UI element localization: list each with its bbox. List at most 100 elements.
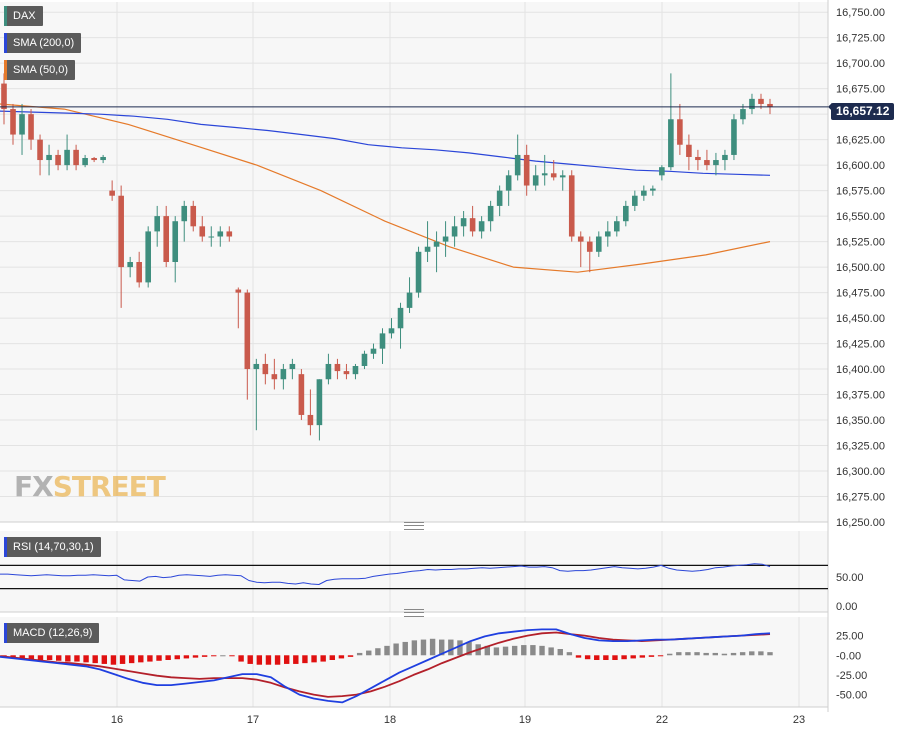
candle — [641, 185, 647, 201]
macd-histogram-bar — [402, 641, 408, 656]
candle — [370, 343, 377, 359]
candle-body — [64, 149, 70, 166]
candle — [271, 358, 278, 390]
macd-histogram-bar — [156, 655, 162, 661]
macd-histogram-bar — [457, 640, 463, 656]
macd-tick-label: -25.00 — [836, 670, 867, 682]
macd-histogram-bar — [147, 655, 153, 662]
price-tick-label: 16,525.00 — [836, 237, 885, 249]
date-tick-label: 19 — [519, 714, 531, 726]
candle-body — [451, 226, 458, 237]
candle-body — [190, 205, 197, 227]
candle — [704, 149, 710, 171]
candle — [352, 363, 359, 380]
candle-body — [10, 109, 16, 135]
macd-histogram-bar — [648, 655, 655, 657]
candle — [406, 277, 413, 313]
legend-sma-200[interactable]: SMA (200,0) — [4, 33, 82, 53]
candle-body — [154, 216, 160, 232]
candle-body — [550, 173, 557, 178]
macd-histogram-bar — [338, 655, 345, 659]
sma-50-path — [0, 103, 771, 273]
candle-body — [82, 158, 88, 166]
candle — [289, 358, 296, 380]
legend-rsi-label: RSI (14,70,30,1) — [13, 541, 94, 553]
price-tick-label: 16,750.00 — [836, 7, 885, 19]
macd-tick-label: -50.00 — [836, 690, 867, 702]
macd-histogram-bar — [448, 639, 454, 656]
macd-histogram-bar — [302, 655, 308, 664]
legend-sma-50[interactable]: SMA (50,0) — [4, 60, 76, 80]
candle — [208, 226, 215, 247]
candle — [244, 289, 251, 400]
sma-200-path — [0, 110, 771, 176]
macd-histogram-bar — [119, 655, 126, 664]
candle — [514, 134, 521, 181]
candle — [64, 134, 70, 171]
candle — [424, 221, 431, 262]
rsi-resize-handle[interactable] — [404, 522, 424, 530]
candle-body — [253, 363, 260, 370]
macd-histogram-bar — [174, 655, 180, 660]
candle-body — [595, 236, 602, 252]
candle — [487, 200, 494, 232]
macd-histogram-bar — [28, 655, 35, 660]
macd-histogram-bar — [393, 643, 399, 656]
macd-histogram-bar — [594, 655, 600, 660]
macd-resize-handle[interactable] — [404, 609, 424, 617]
macd-histogram-bar — [521, 645, 527, 656]
date-tick-label: 23 — [793, 714, 805, 726]
macd-histogram-bar — [694, 652, 700, 656]
legend-rsi[interactable]: RSI (14,70,30,1) — [4, 537, 101, 557]
macd-histogram-bar — [293, 655, 299, 664]
candle-body — [514, 154, 521, 176]
macd-histogram-bar — [676, 652, 682, 656]
candle-body — [181, 205, 188, 222]
candle — [460, 211, 467, 237]
macd-histogram-bar — [356, 652, 363, 656]
candle-body — [298, 374, 305, 415]
macd-histogram-bar — [56, 655, 62, 661]
legend-macd[interactable]: MACD (12,26,9) — [4, 623, 100, 643]
legend-dax-label: DAX — [13, 10, 36, 22]
legend-dax[interactable]: DAX — [4, 6, 43, 26]
candle — [532, 165, 539, 191]
date-tick-label: 18 — [384, 714, 396, 726]
candle-body — [478, 221, 485, 232]
candle — [343, 363, 350, 380]
macd-histogram-bar — [721, 653, 728, 656]
fxstreet-logo: FXSTREET — [14, 470, 166, 503]
candle — [541, 154, 548, 186]
candle — [316, 379, 323, 441]
macd-histogram-bar — [265, 655, 272, 665]
macd-line-path — [0, 628, 771, 704]
macd-histogram-bar — [283, 655, 290, 664]
candle-body — [73, 149, 79, 166]
candle — [731, 114, 737, 161]
candle-body — [343, 371, 350, 375]
macd-histogram-bar — [466, 641, 472, 656]
macd-histogram-bar — [256, 655, 263, 665]
candle-body — [442, 236, 449, 242]
candle — [469, 205, 476, 237]
candle — [623, 200, 629, 227]
candle-body — [136, 262, 142, 283]
candle — [451, 216, 458, 247]
sma-50-color-swatch — [4, 60, 7, 80]
macd-histogram-bar — [411, 640, 418, 656]
rsi-path — [0, 563, 771, 585]
macd-histogram-bar — [92, 655, 98, 664]
candle-body — [767, 103, 773, 108]
rsi-line — [0, 563, 828, 590]
macd-histogram-bar — [502, 646, 509, 656]
candle — [118, 185, 124, 308]
grid-lines — [0, 2, 828, 707]
macd-histogram-bar — [238, 655, 244, 662]
macd-histogram-bar — [639, 655, 646, 658]
candle-body — [740, 109, 746, 120]
macd-histogram-bar — [211, 655, 217, 657]
candle — [1, 73, 7, 125]
candle-body — [28, 114, 34, 140]
candle-body — [406, 292, 413, 308]
